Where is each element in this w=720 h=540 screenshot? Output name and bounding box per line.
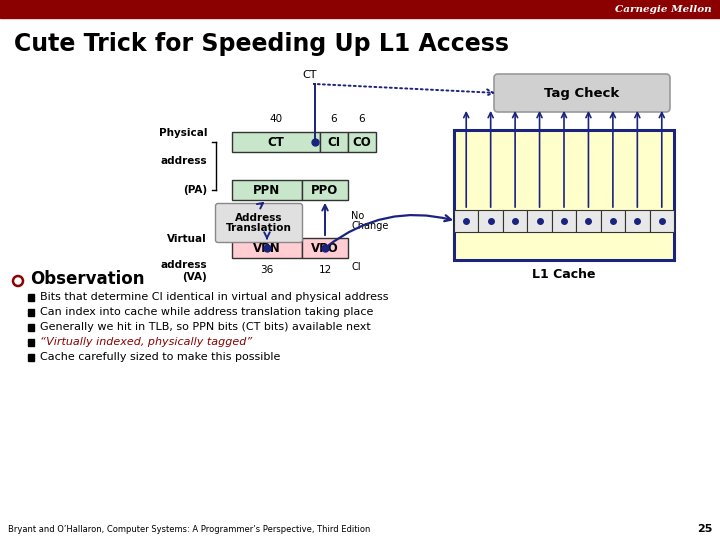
Text: Carnegie Mellon: Carnegie Mellon bbox=[616, 4, 712, 14]
Bar bbox=[649, 210, 674, 232]
Bar bbox=[576, 210, 600, 232]
Text: Cute Trick for Speeding Up L1 Access: Cute Trick for Speeding Up L1 Access bbox=[14, 32, 509, 56]
Text: address: address bbox=[161, 260, 207, 270]
Text: L1 Cache: L1 Cache bbox=[532, 268, 595, 281]
Text: Change: Change bbox=[351, 221, 388, 231]
Text: Can index into cache while address translation taking place: Can index into cache while address trans… bbox=[40, 307, 374, 317]
Bar bbox=[28, 309, 34, 316]
Text: address: address bbox=[161, 156, 207, 166]
Bar bbox=[320, 132, 348, 152]
Text: Virtual: Virtual bbox=[167, 234, 207, 244]
Bar bbox=[302, 180, 348, 200]
Text: Cache carefully sized to make this possible: Cache carefully sized to make this possi… bbox=[40, 352, 280, 362]
Text: Address: Address bbox=[235, 213, 283, 223]
Bar bbox=[454, 210, 479, 232]
Text: PPN: PPN bbox=[253, 184, 281, 197]
Text: (PA): (PA) bbox=[183, 185, 207, 195]
FancyBboxPatch shape bbox=[215, 204, 302, 242]
Text: 12: 12 bbox=[318, 265, 332, 275]
Text: VPN: VPN bbox=[253, 241, 281, 254]
Text: VPO: VPO bbox=[311, 241, 339, 254]
Bar bbox=[527, 210, 552, 232]
Text: Physical: Physical bbox=[158, 128, 207, 138]
Bar bbox=[600, 210, 625, 232]
Text: (VA): (VA) bbox=[182, 272, 207, 282]
Bar bbox=[503, 210, 527, 232]
Text: CO: CO bbox=[353, 136, 372, 148]
Text: CI: CI bbox=[328, 136, 341, 148]
FancyBboxPatch shape bbox=[494, 74, 670, 112]
Text: CT: CT bbox=[268, 136, 284, 148]
Text: CT: CT bbox=[302, 70, 318, 80]
Text: 36: 36 bbox=[261, 265, 274, 275]
Text: 6: 6 bbox=[330, 114, 337, 124]
Bar bbox=[302, 238, 348, 258]
Bar bbox=[28, 324, 34, 331]
Bar bbox=[232, 132, 320, 152]
Text: 6: 6 bbox=[359, 114, 365, 124]
Bar bbox=[28, 354, 34, 361]
Text: 25: 25 bbox=[697, 524, 712, 534]
Bar bbox=[232, 238, 302, 258]
Bar bbox=[454, 130, 674, 260]
Bar bbox=[232, 180, 302, 200]
Bar bbox=[625, 210, 649, 232]
Bar bbox=[28, 339, 34, 346]
Text: No: No bbox=[351, 211, 364, 221]
Text: Bits that determine CI identical in virtual and physical address: Bits that determine CI identical in virt… bbox=[40, 292, 389, 302]
Bar bbox=[28, 294, 34, 301]
Text: PPO: PPO bbox=[311, 184, 338, 197]
Text: Tag Check: Tag Check bbox=[544, 86, 620, 99]
Text: “Virtually indexed, physically tagged”: “Virtually indexed, physically tagged” bbox=[40, 337, 252, 347]
Bar bbox=[348, 132, 376, 152]
Text: 40: 40 bbox=[269, 114, 282, 124]
Text: CI: CI bbox=[351, 262, 361, 272]
Bar bbox=[0, 0, 720, 18]
Bar bbox=[479, 210, 503, 232]
Text: Bryant and O’Hallaron, Computer Systems: A Programmer’s Perspective, Third Editi: Bryant and O’Hallaron, Computer Systems:… bbox=[8, 525, 370, 534]
Text: Translation: Translation bbox=[226, 223, 292, 233]
Text: Generally we hit in TLB, so PPN bits (CT bits) available next: Generally we hit in TLB, so PPN bits (CT… bbox=[40, 322, 371, 332]
Text: Observation: Observation bbox=[30, 270, 145, 288]
Bar bbox=[552, 210, 576, 232]
